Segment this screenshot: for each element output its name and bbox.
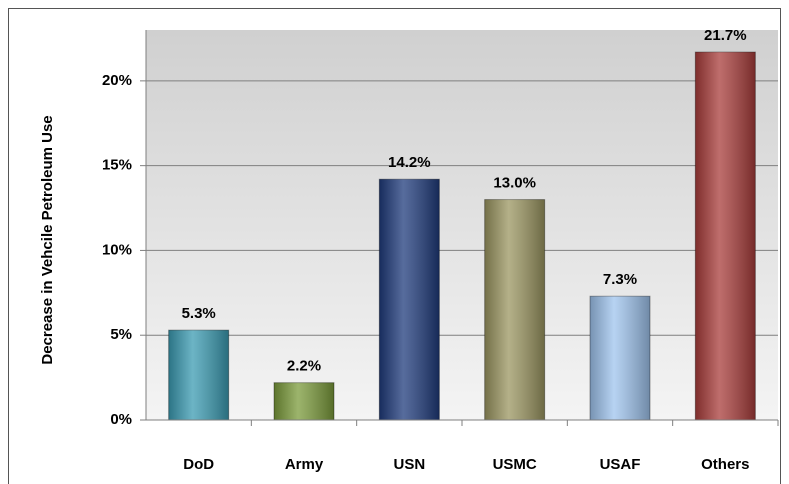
value-label: 21.7% <box>704 27 747 44</box>
y-tick-label: 0% <box>110 411 132 428</box>
bar-shading <box>484 199 545 420</box>
x-tick-label: USN <box>393 456 425 473</box>
value-label: 7.3% <box>603 271 637 288</box>
bar-shading <box>168 330 229 420</box>
y-tick-label: 20% <box>102 72 132 89</box>
bar-shading <box>274 382 334 420</box>
value-label: 5.3% <box>182 305 216 322</box>
y-tick-label: 5% <box>110 326 132 343</box>
value-label: 13.0% <box>493 175 536 192</box>
x-tick-label: USAF <box>600 456 641 473</box>
y-tick-label: 15% <box>102 157 132 174</box>
value-label: 2.2% <box>287 358 321 375</box>
value-label: 14.2% <box>388 154 431 171</box>
x-tick-label: Others <box>701 456 749 473</box>
bar-shading <box>379 179 440 420</box>
x-tick-label: Army <box>285 456 324 473</box>
bar-shading <box>590 296 650 420</box>
x-tick-label: DoD <box>183 456 214 473</box>
y-axis-label: Decrease in Vehcile Petroleum Use <box>39 115 56 364</box>
y-tick-label: 10% <box>102 241 132 258</box>
plot-area <box>146 30 778 420</box>
x-tick-label: USMC <box>493 456 537 473</box>
bar-shading <box>695 52 756 420</box>
